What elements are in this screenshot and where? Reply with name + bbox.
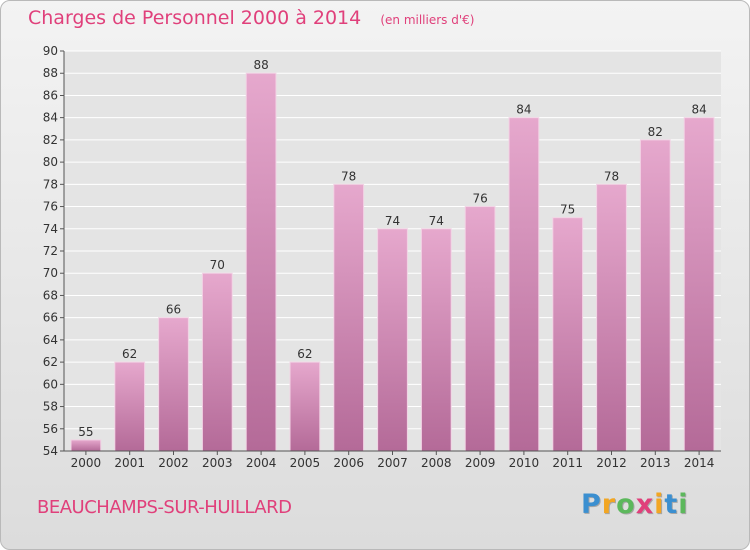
bar-2009 <box>464 206 496 452</box>
chart-title: Charges de Personnel 2000 à 2014 <box>28 7 362 29</box>
data-label: 66 <box>166 303 181 317</box>
y-tick-label: 74 <box>43 222 58 236</box>
y-tick-label: 64 <box>43 333 58 347</box>
logo-letter: i <box>678 489 689 520</box>
y-tick-label: 80 <box>43 155 58 169</box>
y-tick-label: 84 <box>43 111 58 125</box>
y-tick-label: 82 <box>43 133 58 147</box>
data-label: 62 <box>297 347 312 361</box>
logo-letter: i <box>654 489 665 520</box>
title-row: Charges de Personnel 2000 à 2014 (en mil… <box>28 7 474 29</box>
data-label: 84 <box>516 103 531 117</box>
commune-name: BEAUCHAMPS-SUR-HUILLARD <box>37 497 292 518</box>
x-tick-label: 2003 <box>202 456 233 470</box>
logo-letter: r <box>601 489 617 520</box>
bar-2000 <box>70 439 102 452</box>
data-label: 88 <box>253 58 268 72</box>
x-tick-label: 2012 <box>596 456 627 470</box>
logo-letter: x <box>635 489 655 520</box>
y-tick-label: 54 <box>43 444 58 458</box>
x-tick-label: 2014 <box>684 456 715 470</box>
y-tick-label: 70 <box>43 266 58 280</box>
data-label: 74 <box>385 214 400 228</box>
data-label: 70 <box>210 258 225 272</box>
data-label: 78 <box>604 169 619 183</box>
x-tick-label: 2001 <box>114 456 145 470</box>
data-label: 78 <box>341 169 356 183</box>
y-tick-label: 72 <box>43 244 58 258</box>
logo-letter: P <box>581 489 602 520</box>
y-tick-label: 60 <box>43 377 58 391</box>
y-tick-label: 66 <box>43 311 58 325</box>
bar-2001 <box>114 361 146 452</box>
y-tick-label: 78 <box>43 177 58 191</box>
x-tick-label: 2009 <box>465 456 496 470</box>
bar-2010 <box>508 117 540 452</box>
y-tick-label: 62 <box>43 355 58 369</box>
x-tick-label: 2008 <box>421 456 452 470</box>
x-tick-label: 2013 <box>640 456 671 470</box>
x-tick-label: 2000 <box>71 456 102 470</box>
y-tick-label: 88 <box>43 66 58 80</box>
bar-2005 <box>289 361 321 452</box>
data-label: 76 <box>472 192 487 206</box>
bar-2014 <box>683 117 715 452</box>
bar-2006 <box>333 183 365 452</box>
bar-2002 <box>158 317 189 452</box>
logo-letter: o <box>616 489 636 520</box>
bars: 55 62 66 70 88 62 78 74 74 76 84 75 78 82 84 <box>70 58 715 452</box>
y-tick-label: 56 <box>43 422 58 436</box>
x-tick-label: 2011 <box>552 456 583 470</box>
data-label: 84 <box>691 103 706 117</box>
x-tick-label: 2005 <box>290 456 321 470</box>
x-tick-label: 2002 <box>158 456 189 470</box>
x-tick-label: 2004 <box>246 456 277 470</box>
bar-2013 <box>639 139 671 452</box>
x-tick-label: 2006 <box>333 456 364 470</box>
data-label: 62 <box>122 347 137 361</box>
proxiti-logo[interactable]: Proxiti <box>581 489 689 520</box>
y-tick-label: 58 <box>43 400 58 414</box>
bar-2004 <box>245 72 277 452</box>
bar-2012 <box>596 183 627 452</box>
bar-2003 <box>201 272 233 452</box>
data-label: 74 <box>429 214 444 228</box>
bar-2011 <box>552 217 584 452</box>
chart-subtitle: (en milliers d'€) <box>380 13 475 27</box>
logo-letter: t <box>664 489 679 520</box>
data-label: 75 <box>560 203 575 217</box>
y-tick-label: 90 <box>43 44 58 58</box>
x-axis: 2000 2001 2002 2003 2004 2005 2006 2007 2008 2009… <box>64 450 721 470</box>
data-label: 82 <box>648 125 663 139</box>
bar-2008 <box>420 228 452 452</box>
y-tick-label: 68 <box>43 288 58 302</box>
x-tick-label: 2007 <box>377 456 408 470</box>
y-tick-label: 76 <box>43 200 58 214</box>
y-axis: 54 56 58 60 62 64 66 68 70 72 74 76 78 80 82 84 86 88 90 <box>43 44 65 458</box>
y-tick-label: 86 <box>43 88 58 102</box>
x-tick-label: 2010 <box>509 456 540 470</box>
bar-2007 <box>377 228 408 452</box>
data-label: 55 <box>78 425 93 439</box>
